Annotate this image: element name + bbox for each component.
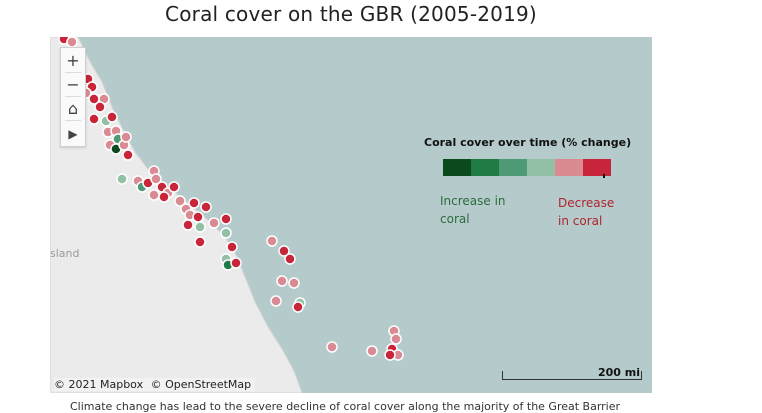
reef-site <box>292 301 304 313</box>
legend-increase-line-2: coral <box>440 212 470 226</box>
reef-sites <box>58 37 404 361</box>
map-controls: + − ⌂ ▶ <box>60 47 86 147</box>
reef-site <box>226 241 238 253</box>
reef-site <box>390 333 402 345</box>
legend-swatch <box>555 159 583 176</box>
control-divider <box>65 72 81 73</box>
page-title: Coral cover on the GBR (2005-2019) <box>165 2 537 26</box>
legend-decrease-label: Decrease in coral <box>558 194 614 230</box>
reef-site <box>326 341 338 353</box>
map-canvas[interactable] <box>50 37 652 393</box>
zoom-out-button[interactable]: − <box>66 74 80 94</box>
legend-increase-line-1: Increase in <box>440 194 506 208</box>
scale-label: 200 mi <box>597 366 640 379</box>
home-icon[interactable]: ⌂ <box>67 98 79 118</box>
legend-decrease-line-1: Decrease <box>558 196 615 210</box>
reef-site <box>66 37 78 48</box>
legend-swatch <box>527 159 555 176</box>
legend-title: Coral cover over time (% change) <box>424 136 632 149</box>
reef-site <box>230 257 242 269</box>
legend-increase-label: Increase in coral <box>440 192 506 228</box>
reef-site <box>150 173 162 185</box>
zoom-in-button[interactable]: + <box>66 50 80 70</box>
legend-color-ramp <box>443 159 611 176</box>
legend-swatch <box>471 159 499 176</box>
reef-site <box>220 213 232 225</box>
reef-site <box>188 197 200 209</box>
reef-site <box>384 349 396 361</box>
map-attribution: © 2021 Mapbox © OpenStreetMap <box>54 378 256 391</box>
reef-site <box>88 113 100 125</box>
control-divider <box>65 120 81 121</box>
legend-swatch <box>443 159 471 176</box>
reef-site <box>276 275 288 287</box>
reef-site <box>94 101 106 113</box>
legend-decrease-line-2: in coral <box>558 214 603 228</box>
legend-swatch <box>499 159 527 176</box>
play-icon[interactable]: ▶ <box>68 127 78 141</box>
reef-site <box>266 235 278 247</box>
reef-site <box>194 236 206 248</box>
reef-site <box>220 227 232 239</box>
reef-site <box>148 189 160 201</box>
scale-line <box>502 371 642 380</box>
mapbox-attribution[interactable]: © 2021 Mapbox <box>54 378 144 391</box>
reef-site <box>284 253 296 265</box>
reef-site <box>158 191 170 203</box>
reef-site <box>168 181 180 193</box>
reef-site <box>208 217 220 229</box>
reef-site <box>106 111 118 123</box>
reef-site <box>174 195 186 207</box>
reef-site <box>366 345 378 357</box>
reef-site <box>194 221 206 233</box>
reef-site <box>116 173 128 185</box>
reef-site <box>200 201 212 213</box>
reef-site <box>182 219 194 231</box>
reef-map[interactable]: sland + − ⌂ ▶ © 2021 Mapbox © OpenStreet… <box>50 37 652 393</box>
land-label: sland <box>50 247 80 260</box>
legend-zero-tick <box>603 174 605 178</box>
scale-bar: 200 mi <box>502 366 642 380</box>
caption-text: Climate change has lead to the severe de… <box>70 400 621 413</box>
osm-attribution[interactable]: © OpenStreetMap <box>150 378 252 391</box>
reef-site <box>120 131 132 143</box>
reef-site <box>122 149 134 161</box>
reef-site <box>288 277 300 289</box>
reef-site <box>270 295 282 307</box>
legend-swatch <box>583 159 611 176</box>
reef-site <box>278 245 290 257</box>
reef-site <box>192 211 204 223</box>
control-divider <box>65 96 81 97</box>
